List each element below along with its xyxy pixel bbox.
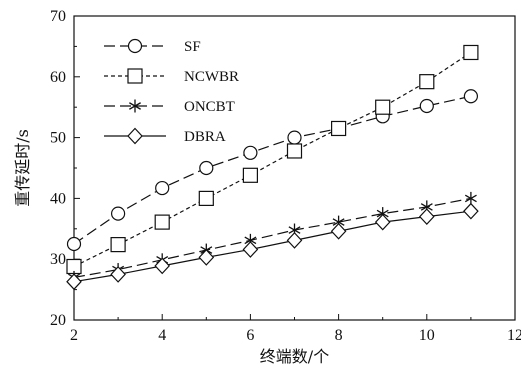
x-tick-label: 10 [419,327,435,344]
y-tick-label: 60 [50,69,66,86]
square-marker [127,68,143,84]
legend-label: DBRA [184,129,226,145]
series-line [73,95,472,245]
square-marker [110,237,126,253]
diamond-marker [154,257,171,275]
asterisk-stroke [244,236,257,245]
x-axis-label: 终端数/个 [260,347,329,366]
square-marker [419,74,435,90]
series-ncwbr [66,44,479,275]
square-marker [463,44,479,61]
y-tick-label: 50 [50,130,66,147]
x-tick-label: 4 [158,327,166,344]
y-tick-label: 70 [50,8,66,25]
diamond-marker [198,248,215,266]
circle-marker [419,98,434,114]
circle-marker [110,206,126,221]
y-axis-label: 重传延时/s [13,129,32,207]
circle-marker [155,180,170,196]
series-line [73,210,471,283]
legend: SF NCWBR ONCBT DBRA [104,38,239,145]
square-marker [286,143,303,159]
series-sf [66,89,478,252]
x-tick-label: 6 [246,327,254,344]
series-dbra [66,202,479,291]
asterisk-stroke [376,209,389,218]
diamond-marker [463,202,479,220]
asterisk-stroke [129,102,141,110]
legend-item-ncwbr: NCWBR [104,68,239,85]
series-line [73,197,472,279]
legend-label: ONCBT [184,99,235,115]
diamond-marker [127,127,143,145]
diamond-marker [286,231,303,249]
plot-frame [73,15,516,321]
diamond-marker [374,213,391,231]
asterisk-stroke [464,194,477,203]
asterisk-marker [129,99,141,113]
y-tick-label: 30 [50,251,66,268]
circle-marker [127,38,143,54]
circle-marker [463,89,478,104]
asterisk-stroke [332,218,345,226]
circle-marker [287,130,302,145]
x-tick-label: 8 [335,327,343,344]
square-marker [242,167,258,183]
square-marker [198,190,214,206]
legend-label: SF [184,39,201,55]
asterisk-stroke [288,226,301,234]
legend-item-oncbt: ONCBT [104,99,235,115]
diamond-marker [66,273,82,291]
square-marker [331,120,347,137]
plot-area [66,44,479,291]
asterisk-marker [464,191,477,205]
diamond-marker [330,222,347,240]
diamond-marker [418,208,435,226]
y-tick-label: 40 [50,190,66,207]
series-line [73,51,472,268]
diamond-marker [110,266,126,283]
diamond-marker [242,241,259,258]
legend-label: NCWBR [184,69,239,85]
square-marker [375,99,391,115]
x-tick-label: 2 [70,327,78,344]
circle-marker [199,160,214,176]
axes: 2 4 6 8 10 12 20 30 40 50 60 70 [50,8,521,344]
square-marker [154,214,170,230]
legend-item-dbra: DBRA [104,127,226,145]
circle-marker [66,236,82,252]
circle-marker [243,145,258,160]
y-tick-label: 20 [50,312,66,329]
legend-item-sf: SF [104,38,201,55]
x-tick-label: 12 [507,327,521,344]
asterisk-stroke [420,203,433,211]
series-oncbt [68,191,477,284]
